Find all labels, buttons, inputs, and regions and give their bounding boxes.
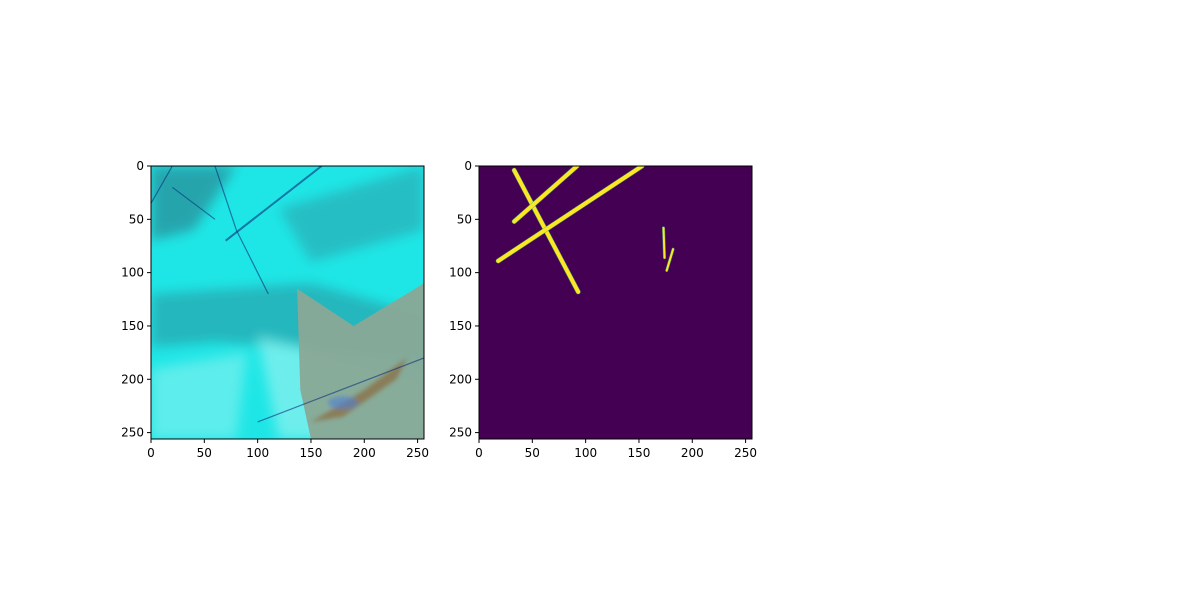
image-y-tick-label-5: 250	[121, 426, 144, 440]
image-streak	[225, 166, 323, 242]
mask-y-tick-label-2: 100	[449, 266, 472, 280]
mask-y-tick-label-3: 150	[449, 319, 472, 333]
image-y-tick-label-1: 50	[129, 212, 144, 226]
mask-line-3	[662, 226, 666, 259]
mask-y-tick-label-1: 50	[457, 212, 472, 226]
image-streak	[235, 229, 269, 295]
image-y-tick-label-4: 200	[121, 372, 144, 386]
mask-background	[479, 166, 752, 439]
image-x-tick-label-3: 150	[300, 446, 323, 460]
image-streak	[171, 186, 216, 220]
mask-y-tick-label-4: 200	[449, 372, 472, 386]
image-y-tick-label-3: 150	[121, 319, 144, 333]
mask-x-tick-label-2: 100	[574, 446, 597, 460]
image-y-tick-label-2: 100	[121, 266, 144, 280]
mask-x-tick-label-3: 150	[628, 446, 651, 460]
image-streak	[151, 166, 173, 204]
image-y-tick-label-0: 0	[136, 159, 144, 173]
mask-line-4	[665, 248, 675, 272]
image-x-tick-label-4: 200	[353, 446, 376, 460]
mask-x-tick-label-0: 0	[475, 446, 483, 460]
image-x-tick-label-5: 250	[406, 446, 429, 460]
mask-line-2	[512, 166, 580, 224]
image-x-tick-label-0: 0	[147, 446, 155, 460]
image-streak	[257, 357, 424, 423]
mask-y-tick-label-0: 0	[464, 159, 472, 173]
mask-x-tick-label-4: 200	[681, 446, 704, 460]
mask-image	[479, 166, 752, 439]
image-x-tick-label-2: 100	[246, 446, 269, 460]
mask-line-1	[496, 166, 645, 263]
mask-x-tick-label-1: 50	[525, 446, 540, 460]
olive-region	[297, 283, 424, 439]
mask-frame	[478, 165, 753, 440]
satellite-image	[151, 166, 424, 439]
image-x-tick-label-1: 50	[197, 446, 212, 460]
image-frame	[150, 165, 425, 440]
mask-y-tick-label-5: 250	[449, 426, 472, 440]
mask-x-tick-label-5: 250	[734, 446, 757, 460]
image-streak	[214, 166, 237, 231]
